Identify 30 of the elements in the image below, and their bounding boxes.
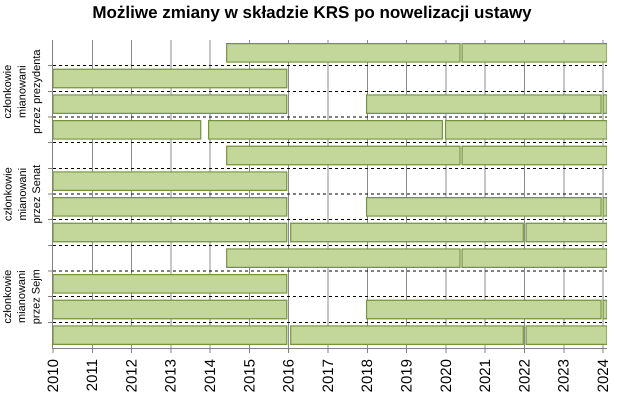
bar <box>53 120 202 140</box>
x-tick-label: 2014 <box>202 359 220 392</box>
text: członkowie mianowani przez prezydenta <box>2 48 43 134</box>
x-tick-label: 2010 <box>44 359 62 392</box>
bar <box>208 120 443 140</box>
x-tick-label: 2016 <box>280 359 298 392</box>
bar <box>53 94 288 114</box>
bar <box>53 222 288 242</box>
bar <box>444 120 607 140</box>
chart-title: Możliwe zmiany w składzie KRS po nowelizacji ustawy <box>92 3 532 22</box>
x-tick-label: 2021 <box>477 359 494 392</box>
bar <box>53 171 288 192</box>
x-tick-label: 2011 <box>84 359 102 392</box>
x-tick-label: 2013 <box>162 359 180 392</box>
x-tick-label: 2022 <box>516 359 534 392</box>
x-tick-label: 2019 <box>398 359 416 392</box>
bar <box>53 300 288 320</box>
x-tick-label: 2018 <box>359 359 376 392</box>
bar <box>53 325 288 346</box>
x-tick-label: 2023 <box>556 359 573 392</box>
x-tick-label: 2015 <box>241 359 258 392</box>
text: członkowie mianowani przez Sejm <box>2 269 42 324</box>
x-tick-label: 2017 <box>320 359 337 392</box>
bar <box>53 274 288 294</box>
x-tick-label: 2012 <box>123 359 140 392</box>
text: członkowie mianowani przez Senat <box>2 164 44 224</box>
bar <box>53 196 288 217</box>
x-tick-label: 2024 <box>594 359 612 392</box>
bar <box>53 68 288 88</box>
x-tick-label: 2020 <box>438 359 455 392</box>
